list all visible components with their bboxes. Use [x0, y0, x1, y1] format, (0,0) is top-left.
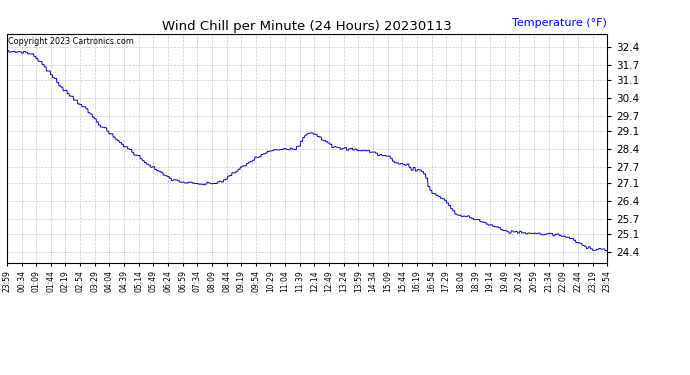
Title: Wind Chill per Minute (24 Hours) 20230113: Wind Chill per Minute (24 Hours) 2023011…: [162, 20, 452, 33]
Text: Temperature (°F): Temperature (°F): [512, 18, 607, 28]
Text: Copyright 2023 Cartronics.com: Copyright 2023 Cartronics.com: [8, 37, 134, 46]
